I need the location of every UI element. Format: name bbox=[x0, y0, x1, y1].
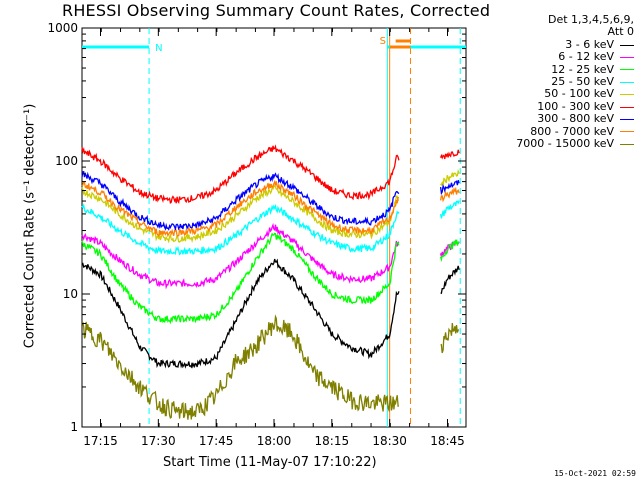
marker-lines bbox=[148, 28, 461, 427]
legend-label: 300 - 800 keV bbox=[537, 112, 614, 126]
generated-timestamp: 15-Oct-2021 02:59 bbox=[554, 469, 636, 478]
series-line bbox=[81, 184, 399, 244]
x-tick-label: 18:00 bbox=[257, 434, 292, 448]
series-line bbox=[440, 323, 460, 354]
legend-swatch bbox=[620, 69, 634, 71]
x-tick-label: 18:30 bbox=[372, 434, 407, 448]
series-line bbox=[81, 179, 399, 238]
legend-entry: 3 - 6 keV bbox=[516, 37, 634, 51]
legend-entry: 800 - 7000 keV bbox=[516, 124, 634, 138]
legend-entry: 100 - 300 keV bbox=[516, 99, 634, 113]
legend-label: 800 - 7000 keV bbox=[530, 124, 614, 138]
legend-entry: 6 - 12 keV bbox=[516, 50, 634, 64]
series-line bbox=[82, 258, 400, 369]
series-line bbox=[81, 203, 400, 256]
tick-group: 1 10 100 1000 17:15 17:30 17:45 18:00 18:15 18:30… bbox=[47, 21, 466, 448]
series-line bbox=[439, 239, 460, 263]
legend: Det 1,3,4,5,6,9, Att 0 3 - 6 keV 6 - 12 k… bbox=[516, 13, 634, 151]
annotation-label: N bbox=[155, 43, 162, 54]
series-line bbox=[440, 168, 460, 187]
legend-swatch bbox=[620, 81, 634, 83]
series-line bbox=[440, 265, 460, 295]
legend-swatch bbox=[620, 106, 634, 108]
y-tick-label: 1000 bbox=[47, 21, 78, 35]
x-tick-label: 18:45 bbox=[430, 434, 465, 448]
series-line bbox=[439, 180, 460, 196]
legend-entry: 50 - 100 keV bbox=[516, 88, 634, 100]
y-axis-label: Corrected Count Rate (s⁻¹ detector⁻¹) bbox=[22, 103, 38, 349]
legend-entry: 25 - 50 keV bbox=[516, 75, 634, 89]
series-line bbox=[81, 144, 400, 205]
y-tick-label: 1 bbox=[70, 420, 78, 434]
legend-label: 12 - 25 keV bbox=[551, 62, 614, 76]
legend-swatch bbox=[620, 44, 634, 46]
y-tick-label: 100 bbox=[55, 154, 78, 168]
legend-label: 25 - 50 keV bbox=[551, 75, 614, 89]
legend-label: 3 - 6 keV bbox=[565, 37, 614, 51]
series-group bbox=[81, 144, 460, 420]
legend-entries: 3 - 6 keV 6 - 12 keV 12 - 25 keV 25 - 50 ke… bbox=[516, 37, 634, 151]
legend-swatch bbox=[620, 131, 634, 133]
legend-label: 6 - 12 keV bbox=[558, 50, 614, 64]
legend-entry: 300 - 800 keV bbox=[516, 112, 634, 126]
series-line bbox=[439, 186, 460, 203]
chart-title: RHESSI Observing Summary Count Rates, Co… bbox=[62, 1, 491, 20]
legend-entry: 12 - 25 keV bbox=[516, 62, 634, 76]
x-tick-label: 17:45 bbox=[199, 434, 234, 448]
series-line bbox=[81, 170, 400, 232]
legend-swatch bbox=[620, 94, 634, 96]
series-line bbox=[439, 200, 460, 219]
legend-label: 50 - 100 keV bbox=[544, 87, 614, 101]
y-tick-label: 10 bbox=[63, 287, 78, 301]
x-axis-label: Start Time (11-May-07 17:10:22) bbox=[163, 455, 377, 470]
series-line bbox=[82, 314, 399, 420]
legend-header-line-1: Det 1,3,4,5,6,9, bbox=[547, 13, 634, 26]
legend-label: 100 - 300 keV bbox=[537, 99, 614, 113]
legend-swatch bbox=[620, 143, 634, 145]
series-line bbox=[439, 149, 460, 160]
legend-swatch bbox=[620, 118, 634, 120]
annotations: NS bbox=[82, 36, 466, 54]
series-line bbox=[81, 232, 400, 325]
x-tick-label: 18:15 bbox=[315, 434, 350, 448]
legend-entry: 7000 - 15000 keV bbox=[516, 137, 634, 151]
annotation-label: S bbox=[380, 36, 386, 47]
legend-label: 7000 - 15000 keV bbox=[516, 137, 614, 151]
series-line bbox=[81, 222, 400, 290]
x-tick-label: 17:30 bbox=[141, 434, 176, 448]
x-tick-label: 17:15 bbox=[83, 434, 118, 448]
legend-swatch bbox=[620, 56, 634, 58]
legend-header-line-2: Att 0 bbox=[607, 25, 634, 39]
